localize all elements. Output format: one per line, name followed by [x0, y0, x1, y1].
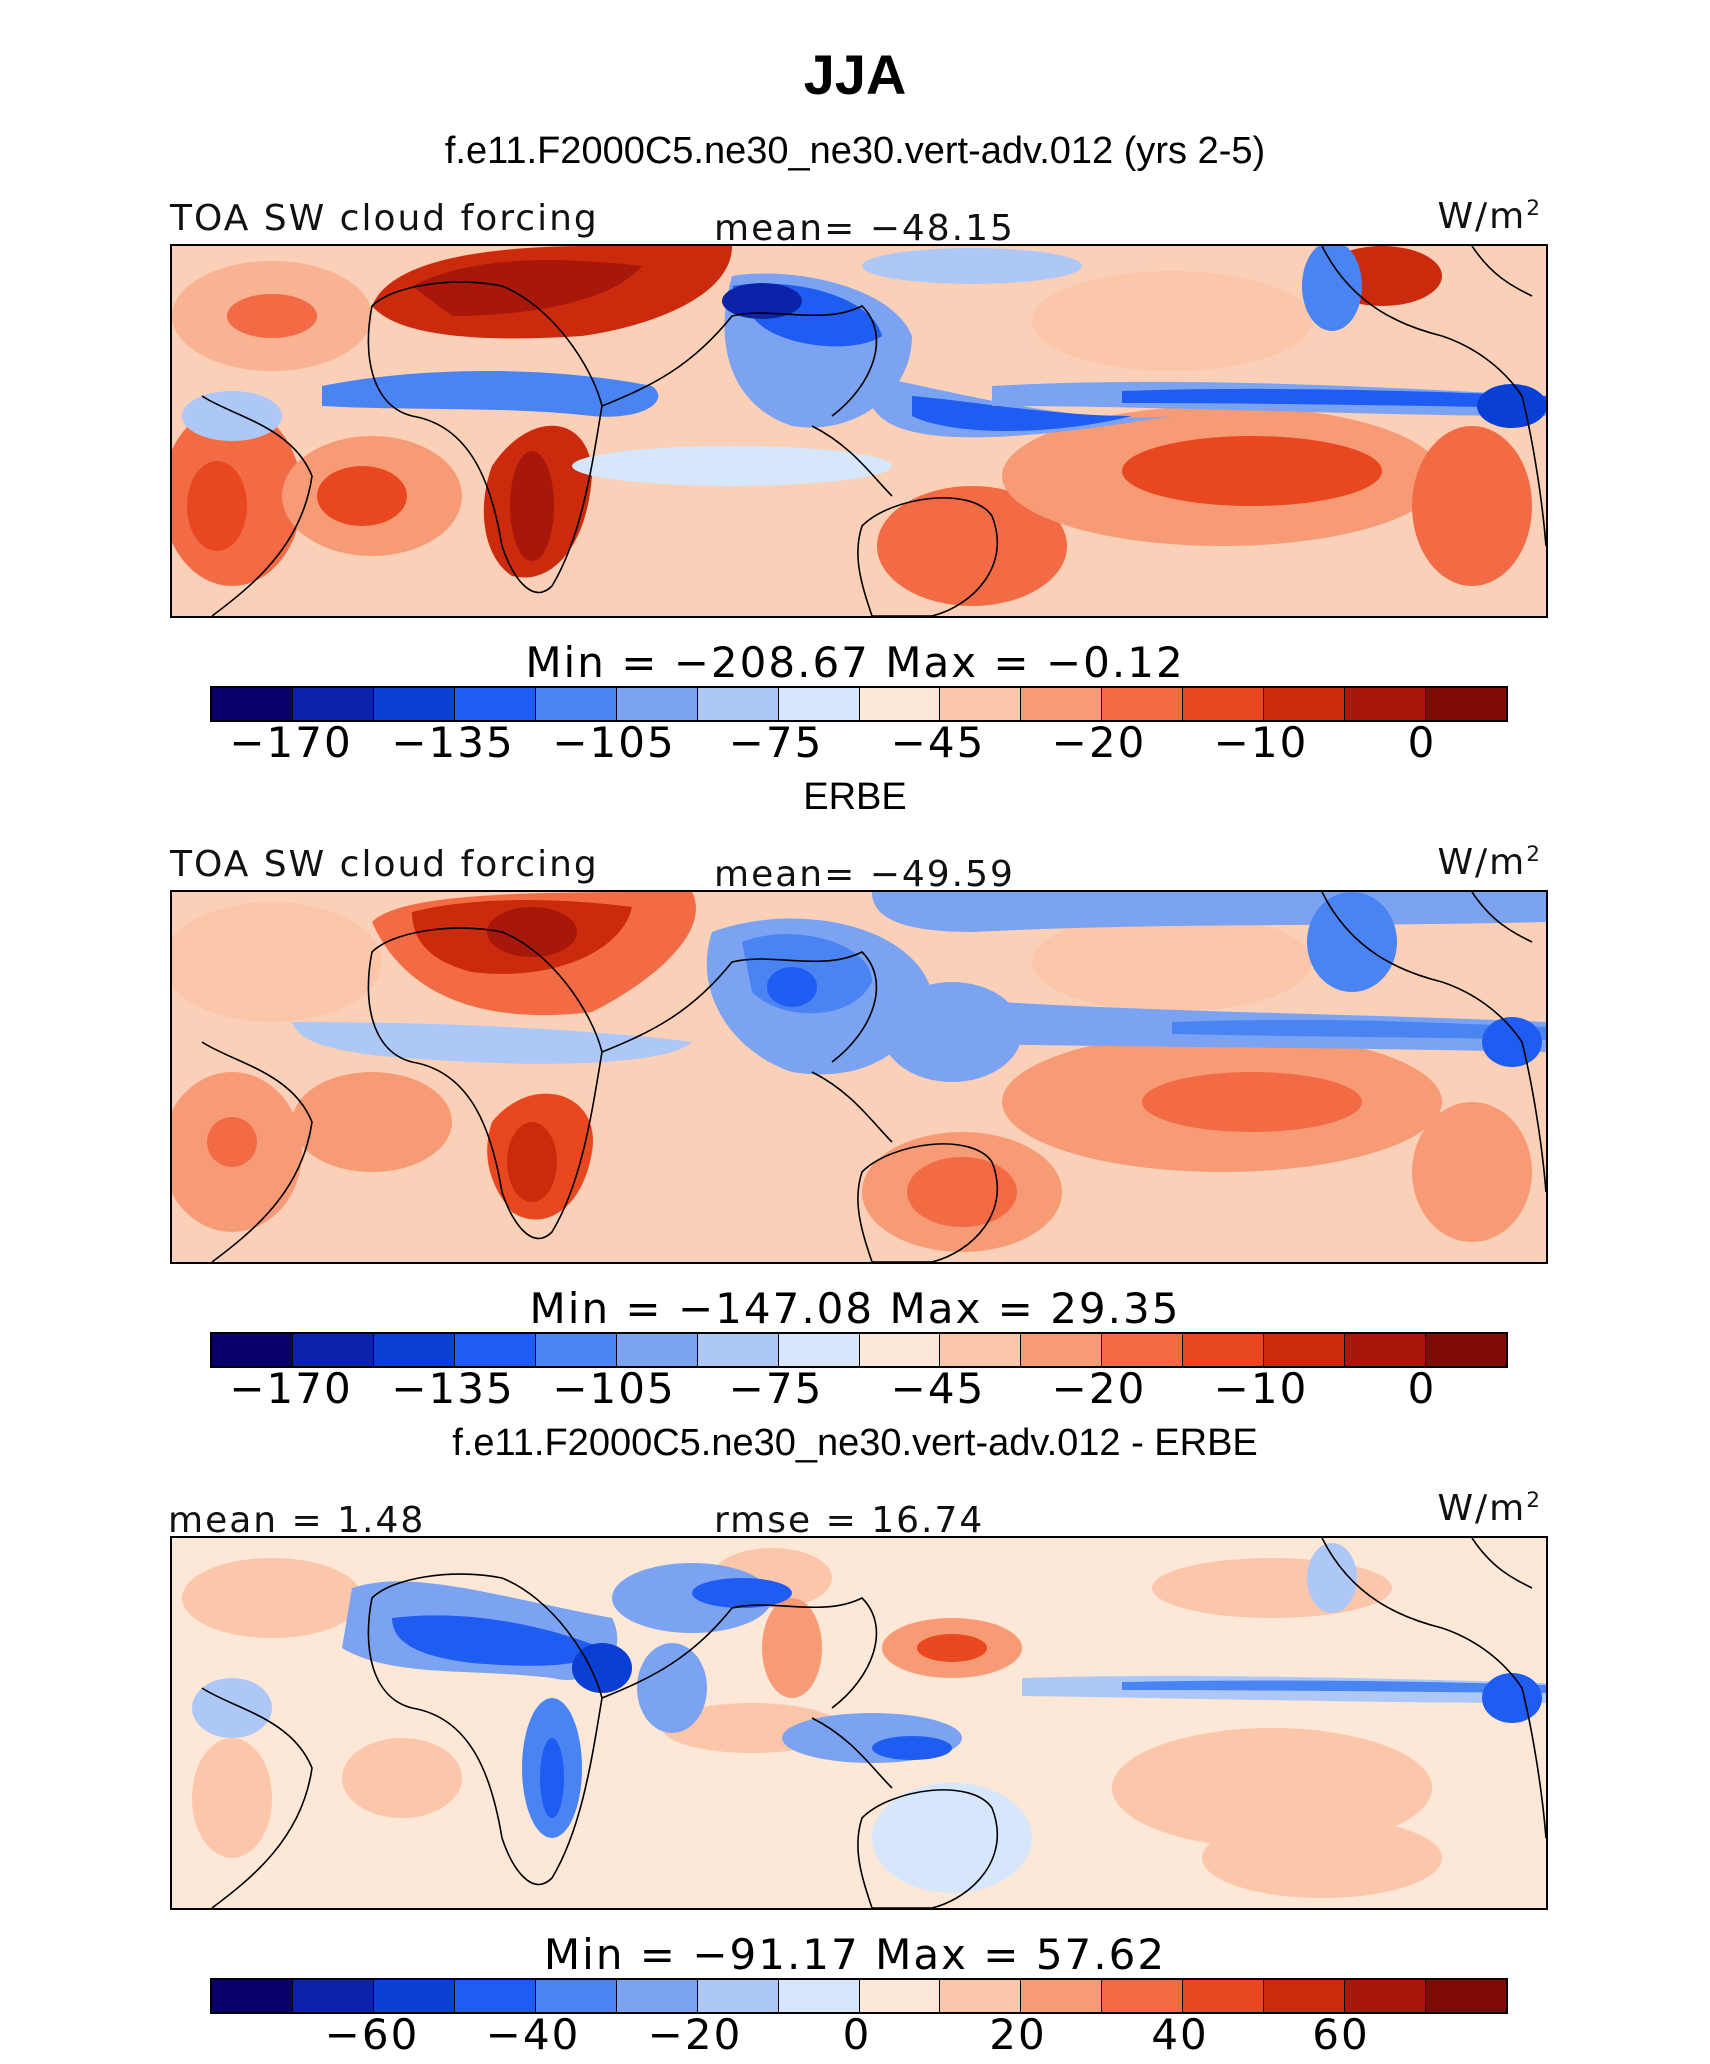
figure-title: JJA — [803, 43, 907, 106]
colorbar-tick: −10 — [1213, 718, 1309, 767]
colorbar-segment — [1183, 1980, 1265, 2012]
colorbar-segment — [1102, 1334, 1184, 1366]
colorbar-segment — [859, 1980, 941, 2012]
panel-2-colorbar-ticks: −170 −135 −105 −75 −45 −20 −10 0 — [0, 1364, 1710, 1414]
colorbar-segment — [1102, 688, 1184, 720]
colorbar-segment — [1426, 1334, 1506, 1366]
colorbar-segment — [212, 1980, 293, 2012]
colorbar-tick: −135 — [391, 718, 515, 767]
colorbar-segment — [697, 1334, 779, 1366]
panel-2-map — [170, 890, 1548, 1264]
colorbar-tick: 40 — [1151, 2010, 1209, 2059]
colorbar-tick: 0 — [1407, 718, 1437, 767]
colorbar-tick: −10 — [1213, 1364, 1309, 1413]
colorbar-segment — [1021, 1980, 1103, 2012]
colorbar-segment — [535, 1334, 617, 1366]
colorbar-segment — [697, 688, 779, 720]
colorbar-segment — [535, 1980, 617, 2012]
panel-3-colorbar — [210, 1978, 1508, 2014]
colorbar-segment — [212, 688, 293, 720]
colorbar-tick: 20 — [989, 2010, 1047, 2059]
panel-2-contour-map — [172, 892, 1546, 1262]
panel-1-mean-label: mean= −48.15 — [714, 208, 1015, 249]
colorbar-tick: −75 — [728, 718, 824, 767]
colorbar-segment — [1426, 688, 1506, 720]
colorbar-tick: −20 — [1051, 718, 1147, 767]
colorbar-segment — [940, 1980, 1022, 2012]
panel-2-mean-label: mean= −49.59 — [714, 854, 1015, 895]
colorbar-segment — [1102, 1980, 1184, 2012]
colorbar-tick: −20 — [647, 2010, 743, 2059]
panel-1-map — [170, 244, 1548, 618]
panel-1-units: W/m2 — [1437, 196, 1542, 237]
colorbar-segment — [454, 1980, 536, 2012]
colorbar-segment — [1021, 688, 1103, 720]
colorbar-segment — [1183, 1334, 1265, 1366]
colorbar-segment — [1345, 1334, 1427, 1366]
panel-1-contour-map — [172, 246, 1546, 616]
colorbar-segment — [373, 1334, 455, 1366]
colorbar-tick: −45 — [890, 718, 986, 767]
colorbar-tick: −75 — [728, 1364, 824, 1413]
colorbar-segment — [212, 1334, 293, 1366]
colorbar-segment — [1021, 1334, 1103, 1366]
panel-3-rmse-label: rmse = 16.74 — [714, 1500, 985, 1541]
colorbar-segment — [1345, 688, 1427, 720]
panel-3-mean-label: mean = 1.48 — [168, 1500, 426, 1541]
colorbar-segment — [697, 1980, 779, 2012]
panel-1-left-label: TOA SW cloud forcing — [170, 198, 599, 239]
colorbar-tick: −105 — [552, 718, 676, 767]
colorbar-tick: −105 — [552, 1364, 676, 1413]
panel-1-case-title: f.e11.F2000C5.ne30_ne30.vert-adv.012 (yr… — [444, 130, 1266, 172]
panel-3-contour-map — [172, 1538, 1546, 1908]
colorbar-tick: −60 — [324, 2010, 420, 2059]
panel-3-units: W/m2 — [1437, 1488, 1542, 1529]
colorbar-segment — [778, 688, 860, 720]
colorbar-segment — [1183, 688, 1265, 720]
colorbar-segment — [616, 688, 698, 720]
colorbar-tick: −170 — [229, 1364, 353, 1413]
colorbar-segment — [859, 1334, 941, 1366]
colorbar-segment — [373, 688, 455, 720]
panel-2-case-title: ERBE — [803, 776, 907, 818]
colorbar-tick: 0 — [842, 2010, 872, 2059]
colorbar-tick: −170 — [229, 718, 353, 767]
colorbar-segment — [940, 1334, 1022, 1366]
colorbar-segment — [1264, 1980, 1346, 2012]
colorbar-segment — [1426, 1980, 1506, 2012]
colorbar-segment — [535, 688, 617, 720]
panel-3-map — [170, 1536, 1548, 1910]
panel-2-left-label: TOA SW cloud forcing — [170, 844, 599, 885]
colorbar-segment — [616, 1334, 698, 1366]
colorbar-segment — [1264, 688, 1346, 720]
colorbar-tick: −20 — [1051, 1364, 1147, 1413]
colorbar-segment — [1345, 1980, 1427, 2012]
panel-2-minmax: Min = −147.08 Max = 29.35 — [529, 1284, 1181, 1333]
panel-3-minmax: Min = −91.17 Max = 57.62 — [543, 1930, 1167, 1979]
colorbar-tick: −135 — [391, 1364, 515, 1413]
colorbar-segment — [859, 688, 941, 720]
panel-1-colorbar — [210, 686, 1508, 722]
colorbar-segment — [292, 1334, 374, 1366]
colorbar-segment — [1264, 1334, 1346, 1366]
colorbar-segment — [454, 1334, 536, 1366]
colorbar-tick: −40 — [485, 2010, 581, 2059]
panel-2-colorbar — [210, 1332, 1508, 1368]
colorbar-segment — [454, 688, 536, 720]
colorbar-segment — [616, 1980, 698, 2012]
colorbar-tick: 60 — [1312, 2010, 1370, 2059]
panel-1-colorbar-ticks: −170 −135 −105 −75 −45 −20 −10 0 — [0, 718, 1710, 768]
panel-3-case-title: f.e11.F2000C5.ne30_ne30.vert-adv.012 - E… — [452, 1422, 1258, 1464]
colorbar-segment — [373, 1980, 455, 2012]
colorbar-segment — [292, 1980, 374, 2012]
colorbar-segment — [292, 688, 374, 720]
panel-3-colorbar-ticks: −60 −40 −20 0 20 40 60 — [0, 2010, 1710, 2060]
colorbar-segment — [778, 1334, 860, 1366]
colorbar-tick: 0 — [1407, 1364, 1437, 1413]
panel-2-units: W/m2 — [1437, 842, 1542, 883]
colorbar-tick: −45 — [890, 1364, 986, 1413]
colorbar-segment — [778, 1980, 860, 2012]
colorbar-segment — [940, 688, 1022, 720]
panel-1-minmax: Min = −208.67 Max = −0.12 — [525, 638, 1185, 687]
